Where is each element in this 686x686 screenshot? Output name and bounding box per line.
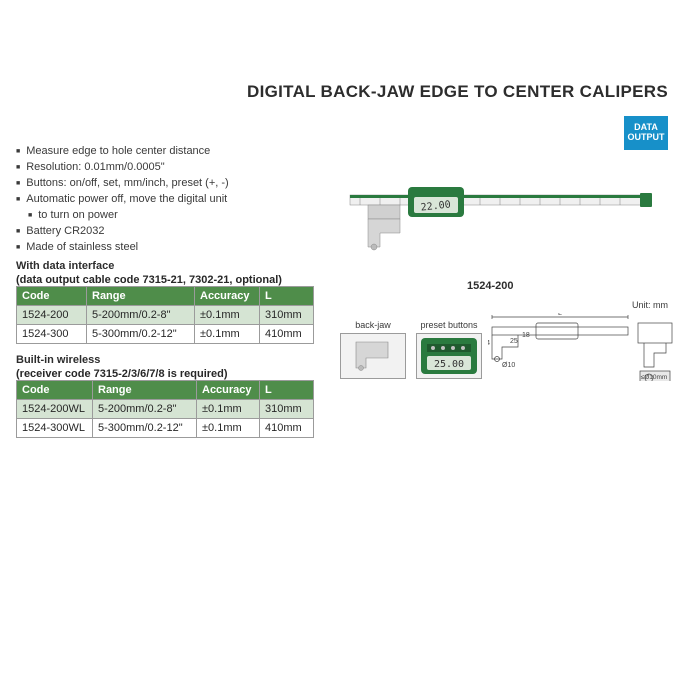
badge-line2: OUTPUT bbox=[624, 133, 668, 143]
cell: ±0.1mm bbox=[197, 400, 260, 419]
table-row: 1524-200 5-200mm/0.2-8" ±0.1mm 310mm bbox=[17, 306, 314, 325]
data-output-badge: DATA OUTPUT bbox=[624, 116, 668, 150]
feature-item: Automatic power off, move the digital un… bbox=[16, 192, 229, 208]
cell: 410mm bbox=[260, 325, 314, 344]
col-code: Code bbox=[17, 287, 87, 306]
cell: ±0.1mm bbox=[197, 419, 260, 438]
table-row: 1524-300 5-300mm/0.2-12" ±0.1mm 410mm bbox=[17, 325, 314, 344]
spec-table-2: Code Range Accuracy L 1524-200WL 5-200mm… bbox=[16, 380, 314, 438]
unit-label: Unit: mm bbox=[632, 300, 668, 310]
spec-table-1: Code Range Accuracy L 1524-200 5-200mm/0… bbox=[16, 286, 314, 344]
cell: 310mm bbox=[260, 400, 314, 419]
col-range: Range bbox=[87, 287, 195, 306]
table-row: 1524-200WL 5-200mm/0.2-8" ±0.1mm 310mm bbox=[17, 400, 314, 419]
col-range: Range bbox=[93, 381, 197, 400]
detail-backjaw: back-jaw bbox=[340, 320, 406, 379]
col-accuracy: Accuracy bbox=[195, 287, 260, 306]
svg-text:≤Ø10mm: ≤Ø10mm bbox=[641, 374, 668, 381]
detail-caption: preset buttons bbox=[420, 320, 477, 330]
feature-item: to turn on power bbox=[28, 208, 229, 224]
product-code-label: 1524-200 bbox=[467, 280, 514, 292]
svg-text:Ø10: Ø10 bbox=[502, 362, 515, 369]
table-row: 1524-300WL 5-300mm/0.2-12" ±0.1mm 410mm bbox=[17, 419, 314, 438]
cell: ±0.1mm bbox=[195, 325, 260, 344]
feature-item: Resolution: 0.01mm/0.0005" bbox=[16, 160, 229, 176]
cell: 5-200mm/0.2-8" bbox=[93, 400, 197, 419]
tables-block: With data interface (data output cable c… bbox=[16, 250, 314, 444]
cell: 1524-300 bbox=[17, 325, 87, 344]
col-l: L bbox=[260, 287, 314, 306]
col-l: L bbox=[260, 381, 314, 400]
svg-text:34: 34 bbox=[488, 340, 490, 347]
feature-item: Buttons: on/off, set, mm/inch, preset (+… bbox=[16, 176, 229, 192]
tech-drawing: L 34 25 18 Ø10 ≤Ø10mm bbox=[488, 313, 676, 381]
preset-thumb: 25.00 bbox=[416, 333, 482, 379]
page-title: DIGITAL BACK-JAW EDGE TO CENTER CALIPERS bbox=[247, 82, 668, 102]
cell: 5-200mm/0.2-8" bbox=[87, 306, 195, 325]
backjaw-thumb bbox=[340, 333, 406, 379]
table1-heading: With data interface bbox=[16, 260, 314, 272]
svg-text:25.00: 25.00 bbox=[434, 359, 464, 370]
cell: 410mm bbox=[260, 419, 314, 438]
table1-subheading: (data output cable code 7315-21, 7302-21… bbox=[16, 274, 314, 286]
cell: 5-300mm/0.2-12" bbox=[93, 419, 197, 438]
svg-text:25: 25 bbox=[510, 338, 518, 345]
cell: 310mm bbox=[260, 306, 314, 325]
svg-text:18: 18 bbox=[522, 332, 530, 339]
cell: 1524-200WL bbox=[17, 400, 93, 419]
table2-heading: Built-in wireless bbox=[16, 354, 314, 366]
feature-list: Measure edge to hole center distance Res… bbox=[16, 144, 229, 256]
cell: ±0.1mm bbox=[195, 306, 260, 325]
col-code: Code bbox=[17, 381, 93, 400]
feature-item: Measure edge to hole center distance bbox=[16, 144, 229, 160]
cell: 1524-300WL bbox=[17, 419, 93, 438]
dim-L: L bbox=[558, 313, 562, 317]
detail-preset: preset buttons 25.00 bbox=[416, 320, 482, 379]
cell: 5-300mm/0.2-12" bbox=[87, 325, 195, 344]
table2-subheading: (receiver code 7315-2/3/6/7/8 is require… bbox=[16, 368, 314, 380]
col-accuracy: Accuracy bbox=[197, 381, 260, 400]
detail-row: back-jaw preset buttons 25.00 bbox=[340, 320, 482, 379]
product-illustration: 22.00 bbox=[340, 155, 660, 265]
detail-caption: back-jaw bbox=[355, 320, 391, 330]
cell: 1524-200 bbox=[17, 306, 87, 325]
feature-item: Battery CR2032 bbox=[16, 224, 229, 240]
